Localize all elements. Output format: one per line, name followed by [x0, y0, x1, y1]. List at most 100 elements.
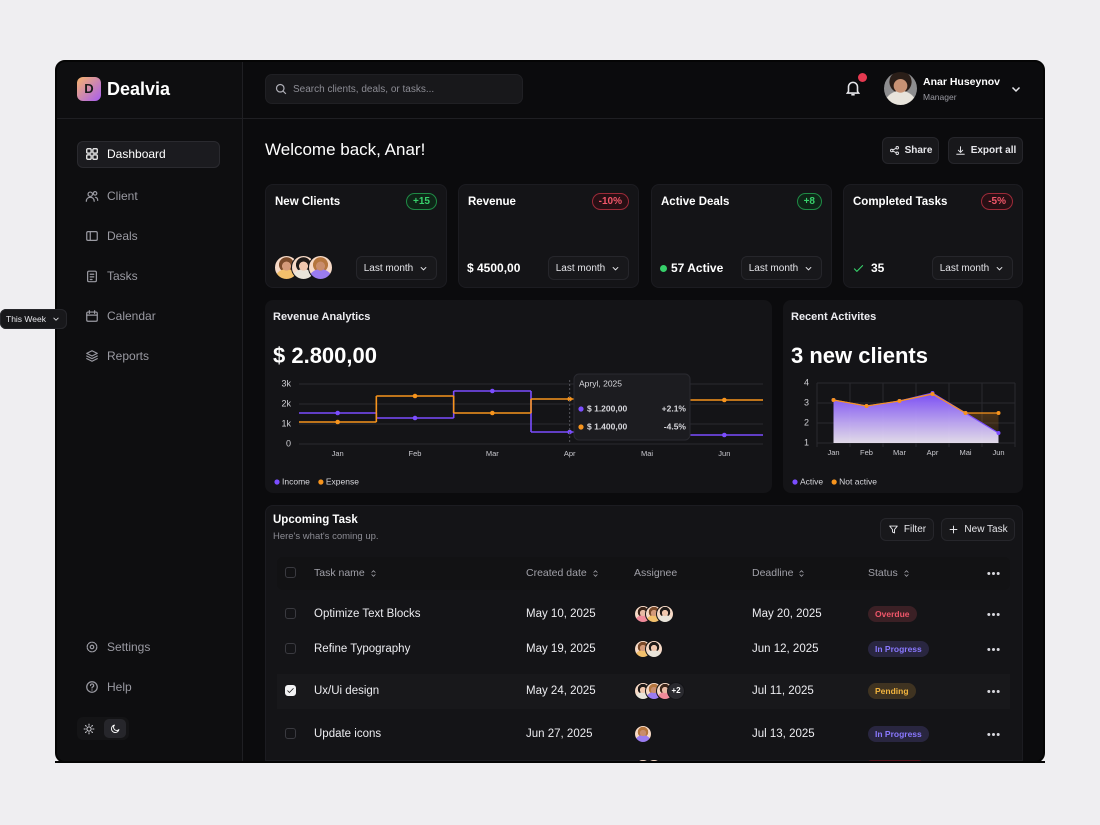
activity-chart: Recent Activites 3 new clients 1 2 3 4 Jan Feb M… [783, 300, 1023, 493]
nav-item[interactable]: Settings [85, 633, 150, 660]
deadline: Jul 13, 2025 [752, 728, 815, 740]
nav-item[interactable]: Client [85, 183, 138, 210]
deadline: Jun 12, 2025 [752, 643, 819, 655]
task-name: Optimize Text Blocks [314, 608, 421, 620]
x-tick-label: Feb [409, 449, 422, 458]
x-tick-label: Mai [959, 448, 971, 457]
y-tick-label: 3k [281, 378, 291, 388]
row-menu[interactable] [986, 642, 1001, 662]
icon-shape [86, 355, 98, 362]
theme-dark[interactable] [104, 719, 126, 738]
task-action-button[interactable]: Filter [880, 518, 934, 541]
revenue-chart: Revenue Analytics $ 2.800,00 0 1k 2k 3k Jan Feb… [265, 300, 772, 493]
icon-shape [593, 569, 598, 577]
row-menu[interactable] [986, 684, 1001, 704]
button-label: Export all [970, 145, 1017, 156]
notification-bell[interactable] [844, 79, 862, 97]
icon-shape [996, 732, 1000, 736]
icon [889, 525, 898, 534]
icon-shape [275, 83, 285, 93]
change-badge: +15 [406, 193, 437, 210]
header-button[interactable]: Export all [948, 137, 1023, 164]
column-header[interactable]: Status [868, 566, 911, 580]
window-bottom-edge [55, 761, 1045, 763]
nav-label: Help [107, 679, 132, 694]
period-dropdown[interactable]: Last month [932, 256, 1013, 280]
x-tick-label: Jun [718, 449, 730, 458]
dropdown-label: Last month [555, 262, 606, 274]
x-tick-label: Jan [332, 449, 344, 458]
icon [904, 569, 909, 577]
x-tick-label: Jun [992, 448, 1004, 457]
user-menu-chevron[interactable] [1010, 83, 1022, 95]
nav-label: Client [107, 189, 138, 203]
nav-item[interactable]: Reports [85, 343, 149, 370]
row-menu[interactable] [986, 727, 1001, 747]
logo[interactable]: D [77, 77, 101, 101]
icon-shape [85, 196, 95, 202]
icon-shape [895, 151, 899, 155]
icon-shape [89, 682, 95, 691]
period-dropdown[interactable]: Last month [548, 256, 629, 280]
period-dropdown[interactable]: Last month [741, 256, 822, 280]
column-label: Status [868, 567, 898, 579]
icon-shape [86, 680, 98, 693]
icon-shape [110, 724, 119, 733]
legend-label: Income [282, 476, 310, 486]
nav-item[interactable]: Help [85, 673, 132, 700]
row-menu[interactable] [986, 607, 1001, 627]
nav-active-bg [77, 141, 220, 168]
icon-shape [904, 569, 909, 577]
icon [987, 571, 1000, 575]
header-button[interactable]: Share [882, 137, 939, 164]
icon [371, 569, 376, 577]
tasks-title: Upcoming Task [273, 514, 358, 526]
column-header[interactable]: Deadline [752, 566, 806, 580]
select-all-checkbox[interactable] [285, 567, 296, 578]
icon [987, 689, 1000, 693]
column-header[interactable]: Task name [314, 566, 378, 580]
row-checkbox[interactable] [285, 643, 296, 654]
icon [110, 724, 119, 733]
icon [889, 146, 899, 155]
nav-label: Calendar [107, 309, 156, 323]
assignee-avatar [645, 640, 663, 658]
nav-item[interactable]: Deals [85, 223, 138, 250]
legend-label: Expense [326, 476, 359, 486]
button-label: Filter [903, 524, 927, 535]
icon [853, 265, 864, 272]
nav-item[interactable]: Tasks [85, 263, 138, 290]
icon-shape [889, 525, 898, 534]
nav-item[interactable]: Dashboard [85, 141, 166, 168]
stat-value: $ 4500,00 [467, 261, 521, 275]
column-label: Task name [314, 567, 365, 579]
row-checkbox[interactable] [285, 608, 296, 619]
tooltip-swatch [578, 424, 584, 430]
chart-headline: $ 2.800,00 [273, 343, 377, 368]
status-dot [660, 265, 667, 272]
created-date: May 19, 2025 [526, 643, 596, 655]
nav-item[interactable]: Calendar [85, 303, 156, 330]
theme-light[interactable] [80, 720, 97, 737]
x-tick-label: Apr [564, 449, 576, 458]
user-avatar[interactable] [884, 72, 917, 105]
assignee-avatar [656, 605, 674, 623]
point [963, 411, 968, 415]
column-label: Created date [526, 567, 587, 579]
period-dropdown[interactable]: Last month [356, 256, 437, 280]
change-badge: -5% [981, 193, 1013, 210]
icon [987, 732, 1000, 736]
column-header[interactable]: Created date [526, 566, 600, 580]
icon-shape [991, 571, 995, 575]
icon-shape [991, 732, 995, 736]
status-pill: Overdue [868, 606, 917, 622]
row-checkbox[interactable] [285, 685, 296, 696]
row-checkbox[interactable] [285, 728, 296, 739]
column-menu[interactable] [986, 566, 1001, 586]
task-action-button[interactable]: New Task [941, 518, 1015, 541]
search-box[interactable]: Search clients, deals, or tasks... [265, 74, 523, 104]
nav-icon [85, 191, 99, 202]
created-date: May 10, 2025 [526, 608, 596, 620]
y-tick-label: 2k [281, 398, 291, 408]
period-dropdown[interactable]: This Week [0, 309, 67, 329]
